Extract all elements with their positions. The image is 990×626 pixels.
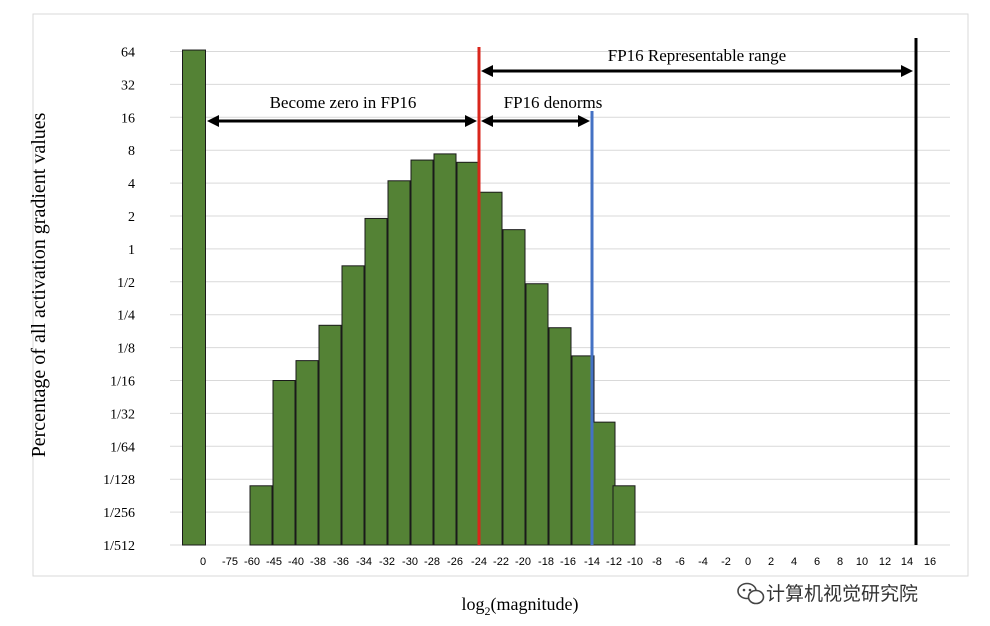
bar	[318, 324, 342, 546]
y-tick-label: 64	[121, 46, 135, 61]
annotation-representable-range: FP16 Representable range	[608, 46, 786, 65]
x-tick-label: 4	[791, 556, 797, 568]
x-tick-label: -26	[447, 556, 463, 568]
watermark-text: 计算机视觉研究院	[766, 583, 918, 605]
y-tick-label: 1/8	[117, 342, 135, 357]
x-tick-label: -22	[493, 556, 509, 568]
y-tick-label: 1/4	[117, 309, 135, 324]
x-tick-label: -14	[584, 556, 600, 568]
x-tick-label: -28	[424, 556, 440, 568]
x-axis-ticks: 0 -75 -60 -45 -40 -38 -36 -34 -32 -30 -28 -26 -24 -22…	[200, 556, 936, 568]
x-tick-label: -6	[675, 556, 685, 568]
x-tick-label: -16	[560, 556, 576, 568]
y-tick-label: 1/256	[103, 506, 135, 521]
x-axis-label-subscript: 2	[485, 604, 491, 618]
bar	[433, 153, 457, 546]
y-tick-label: 1/512	[103, 539, 135, 554]
x-tick-label: 12	[879, 556, 891, 568]
x-tick-label: -38	[310, 556, 326, 568]
x-axis-label-main: log	[462, 594, 485, 614]
arrow-head	[481, 65, 493, 77]
x-tick-label: -32	[379, 556, 395, 568]
y-tick-label: 1/128	[103, 473, 135, 488]
watermark: 计算机视觉研究院	[737, 582, 918, 605]
x-tick-label: 16	[924, 556, 936, 568]
y-tick-label: 4	[128, 177, 135, 192]
bar	[479, 191, 503, 546]
x-tick-label: -45	[266, 556, 282, 568]
bar	[249, 485, 273, 546]
x-axis-label: log2(magnitude)	[462, 594, 579, 618]
annotation-denorms: FP16 denorms	[504, 93, 603, 112]
arrow-head	[207, 115, 219, 127]
bar	[456, 161, 480, 546]
x-tick-label: -18	[538, 556, 554, 568]
y-tick-label: 1/32	[110, 407, 135, 422]
y-tick-label: 1/2	[117, 276, 135, 291]
x-axis-label-rest: (magnitude)	[491, 594, 579, 615]
x-tick-label: 14	[901, 556, 913, 568]
x-tick-label: 0	[745, 556, 751, 568]
bar	[525, 283, 549, 546]
x-tick-label: 0	[200, 556, 206, 568]
x-tick-label: -75	[222, 556, 238, 568]
bar	[410, 159, 434, 546]
wechat-icon	[737, 582, 765, 605]
annotation-become-zero: Become zero in FP16	[270, 93, 417, 112]
x-tick-label: -36	[333, 556, 349, 568]
x-tick-label: -34	[356, 556, 372, 568]
x-tick-label: 8	[837, 556, 843, 568]
arrow-head	[901, 65, 913, 77]
arrow-head	[465, 115, 477, 127]
bar	[592, 421, 616, 546]
range-arrows	[207, 65, 913, 127]
bar	[341, 265, 365, 546]
chart-frame	[32, 13, 969, 577]
bar	[272, 380, 296, 546]
x-tick-label: -24	[471, 556, 487, 568]
x-tick-label: 6	[814, 556, 820, 568]
bar	[502, 229, 526, 546]
x-tick-label: -30	[402, 556, 418, 568]
x-tick-label: 10	[856, 556, 868, 568]
x-tick-label: -4	[698, 556, 708, 568]
y-tick-label: 1/16	[110, 375, 135, 390]
y-tick-label: 1	[128, 243, 135, 258]
y-tick-label: 1/64	[110, 440, 135, 455]
bar	[295, 360, 319, 546]
vertical-markers	[477, 38, 918, 545]
bar	[182, 49, 206, 546]
y-tick-label: 16	[121, 111, 135, 126]
y-tick-label: 32	[121, 78, 135, 93]
bar	[364, 217, 388, 546]
x-tick-label: -10	[627, 556, 643, 568]
y-axis-label: Percentage of all activation gradient va…	[28, 112, 50, 457]
x-tick-label: -12	[606, 556, 622, 568]
x-tick-label: -8	[652, 556, 662, 568]
y-tick-label: 8	[128, 144, 135, 159]
bar	[612, 485, 636, 546]
x-tick-label: -60	[244, 556, 260, 568]
arrow-head	[578, 115, 590, 127]
x-tick-label: -20	[515, 556, 531, 568]
bars	[182, 49, 636, 546]
bar	[548, 327, 572, 546]
x-tick-label: -2	[721, 556, 731, 568]
arrow-head	[481, 115, 493, 127]
y-axis-ticks: 1/512 1/256 1/128 1/64 1/32 1/16 1/8 1/4 1/2 1 2 4 8…	[103, 46, 135, 555]
bar	[387, 180, 411, 546]
x-tick-label: 2	[768, 556, 774, 568]
x-tick-label: -40	[288, 556, 304, 568]
y-tick-label: 2	[128, 210, 135, 225]
